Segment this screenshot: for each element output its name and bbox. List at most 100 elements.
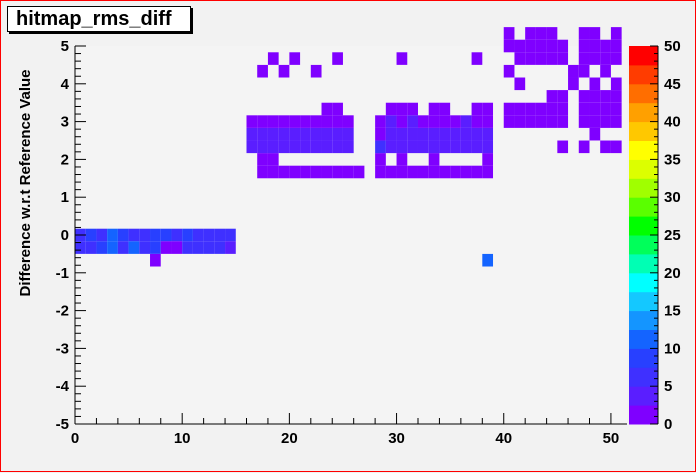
heatmap-cell	[514, 52, 526, 65]
heatmap-cell	[160, 241, 172, 254]
heatmap-cell	[428, 115, 440, 128]
heatmap-cell	[535, 115, 547, 128]
heatmap-cell	[450, 140, 461, 154]
heatmap-cell	[203, 228, 215, 242]
heatmap-cell	[471, 140, 483, 154]
heatmap-cell	[535, 27, 547, 40]
heatmap-cell	[578, 52, 590, 65]
heatmap-cell	[289, 127, 301, 141]
heatmap-cell	[503, 27, 515, 40]
heatmap-cell	[214, 228, 226, 242]
heatmap-cell	[600, 39, 611, 53]
heatmap-cell	[589, 52, 601, 65]
heatmap-cell	[96, 228, 108, 242]
heatmap-cell	[557, 115, 569, 128]
colorbar-segment	[629, 64, 658, 85]
heatmap-cell	[385, 140, 397, 154]
colorbar-segment	[629, 367, 658, 387]
heatmap-cell	[450, 127, 461, 141]
heatmap-cell	[482, 153, 494, 166]
heatmap-cell	[503, 102, 515, 116]
heatmap-cell	[267, 115, 279, 128]
heatmap-cell	[267, 153, 279, 166]
heatmap-cell	[396, 102, 408, 116]
colorbar-tick-label: 10	[664, 340, 681, 357]
heatmap-cell	[482, 115, 494, 128]
colorbar-segment	[629, 310, 658, 330]
heatmap-cell	[289, 52, 301, 65]
heatmap-cell	[139, 241, 151, 254]
chart-title: hitmap_rms_diff	[7, 6, 191, 32]
heatmap-cell	[460, 127, 472, 141]
heatmap-cell	[385, 115, 397, 128]
heatmap-cell	[535, 52, 547, 65]
heatmap-cell	[278, 165, 290, 179]
heatmap-cell	[428, 165, 440, 179]
x-tick-label: 50	[603, 430, 620, 447]
heatmap-cell	[578, 115, 590, 128]
heatmap-cell	[439, 165, 451, 179]
heatmap-cell	[525, 102, 536, 116]
heatmap-cell	[482, 165, 494, 179]
heatmap-cell	[385, 102, 397, 116]
heatmap-cell	[332, 165, 343, 179]
colorbar-segment	[629, 46, 658, 66]
heatmap-cell	[310, 64, 322, 78]
heatmap-cell	[546, 90, 558, 103]
heatmap-cell	[353, 165, 365, 179]
heatmap-cell	[107, 241, 118, 254]
heatmap-cell	[407, 165, 418, 179]
heatmap-cell	[600, 115, 611, 128]
heatmap-cell	[128, 228, 140, 242]
heatmap-cell	[225, 228, 236, 242]
heatmap-cell	[568, 77, 579, 91]
y-tick-label: -3	[56, 340, 69, 357]
heatmap-cell	[407, 115, 418, 128]
heatmap-cell	[321, 102, 333, 116]
heatmap-cell	[257, 115, 268, 128]
heatmap-cell	[417, 115, 429, 128]
heatmap-cell	[300, 127, 311, 141]
heatmap-cell	[278, 115, 290, 128]
heatmap-cell	[557, 140, 569, 154]
heatmap-cell	[503, 39, 515, 53]
heatmap-cell	[610, 27, 622, 40]
y-tick-label: 2	[61, 151, 69, 168]
heatmap-cell	[546, 52, 558, 65]
heatmap-cell	[321, 165, 333, 179]
colorbar-tick-label: 30	[664, 189, 681, 206]
heatmap-cell	[321, 115, 333, 128]
heatmap-cell	[471, 165, 483, 179]
heatmap-cell	[375, 115, 386, 128]
colorbar-tick-label: 40	[664, 114, 681, 131]
heatmap-cell	[278, 64, 290, 78]
heatmap-cell	[257, 64, 268, 78]
heatmap-cell	[600, 64, 611, 78]
heatmap-cell	[610, 115, 622, 128]
colorbar-segment	[629, 178, 658, 198]
heatmap-cell	[75, 241, 86, 254]
heatmap-cell	[589, 77, 601, 91]
heatmap-cell	[342, 127, 354, 141]
heatmap-cell	[482, 140, 494, 154]
heatmap-cell	[417, 140, 429, 154]
heatmap-cell	[171, 241, 183, 254]
y-tick-label: 5	[61, 38, 69, 55]
heatmap-cell	[85, 228, 97, 242]
colorbar-tick-label: 50	[664, 38, 681, 55]
heatmap-cell	[171, 228, 183, 242]
heatmap-cell	[589, 39, 601, 53]
heatmap-cell	[568, 64, 579, 78]
colorbar-segment	[629, 121, 658, 141]
heatmap-cell	[460, 115, 472, 128]
heatmap-cell	[257, 165, 268, 179]
heatmap-cell	[610, 77, 622, 91]
heatmap-cell	[428, 153, 440, 166]
heatmap-cell	[321, 140, 333, 154]
heatmap-cell	[428, 127, 440, 141]
colorbar-segment	[629, 102, 658, 123]
y-tick-label: 0	[61, 227, 69, 244]
heatmap-cell	[589, 115, 601, 128]
heatmap-cell	[600, 52, 611, 65]
heatmap-cell	[246, 140, 258, 154]
